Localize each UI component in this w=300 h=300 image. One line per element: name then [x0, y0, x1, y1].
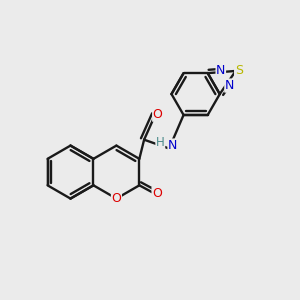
Text: O: O: [152, 187, 162, 200]
Text: N: N: [216, 64, 226, 77]
Text: O: O: [153, 108, 163, 121]
Text: H: H: [156, 136, 165, 148]
Text: N: N: [168, 139, 177, 152]
Text: S: S: [235, 64, 243, 77]
Text: N: N: [225, 79, 234, 92]
Text: O: O: [112, 192, 121, 205]
